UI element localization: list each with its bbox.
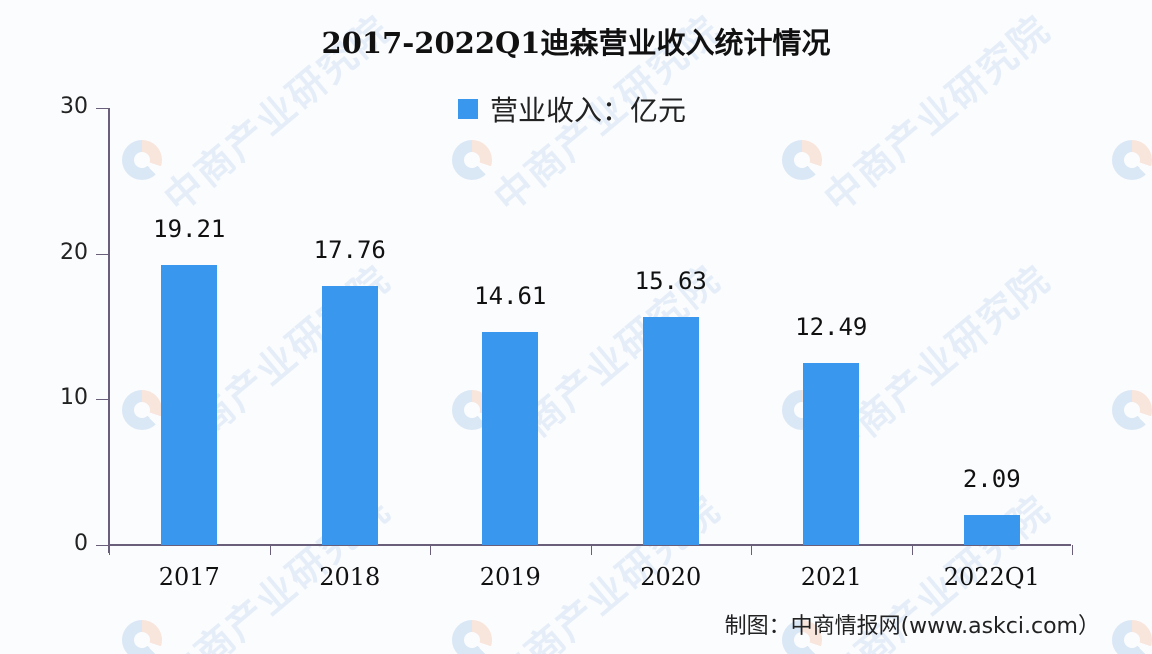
legend-label: 营业收入：亿元 [490,94,687,127]
bar-2021 [803,363,860,545]
y-tick [96,253,108,255]
y-axis-line [108,108,110,553]
y-tick-label: 0 [74,531,88,556]
y-tick [96,545,108,546]
legend: 营业收入：亿元 [458,89,686,129]
bar-value-label: 2.09 [962,464,1021,493]
x-category-label: 2019 [479,563,541,591]
bar-value-label: 14.61 [474,282,547,311]
bar-value-label: 19.21 [153,215,226,244]
x-category-label: 2020 [640,563,702,591]
x-category-label: 2018 [319,563,381,591]
y-tick-label: 20 [60,239,88,265]
x-category-label: 2022Q1 [943,563,1040,591]
y-tick [96,399,108,401]
bar-2019 [482,332,539,545]
bar-2020 [642,317,699,545]
bar-2018 [321,286,378,545]
legend-swatch-icon [458,99,478,119]
x-tick [109,545,110,555]
y-tick [96,108,108,109]
x-tick [911,545,913,555]
bar-2017 [161,265,218,545]
x-category-label: 2021 [800,563,862,591]
x-tick [590,545,592,555]
x-category-label: 2017 [158,563,220,591]
chart-title: 2017-2022Q1迪森营业收入统计情况 [321,26,831,60]
y-tick-label: 10 [60,385,88,411]
x-tick [1072,545,1073,555]
bar-value-label: 15.63 [634,267,707,296]
bar-2022Q1 [963,514,1020,545]
bar-value-label: 17.76 [313,236,386,265]
x-axis-line [108,544,1071,546]
y-tick-label: 30 [60,94,88,119]
source-credit: 制图：中商情报网(www.askci.com） [724,614,1100,639]
x-tick [751,545,752,555]
x-tick [269,545,271,555]
bar-value-label: 12.49 [795,313,868,342]
x-tick [430,545,431,555]
